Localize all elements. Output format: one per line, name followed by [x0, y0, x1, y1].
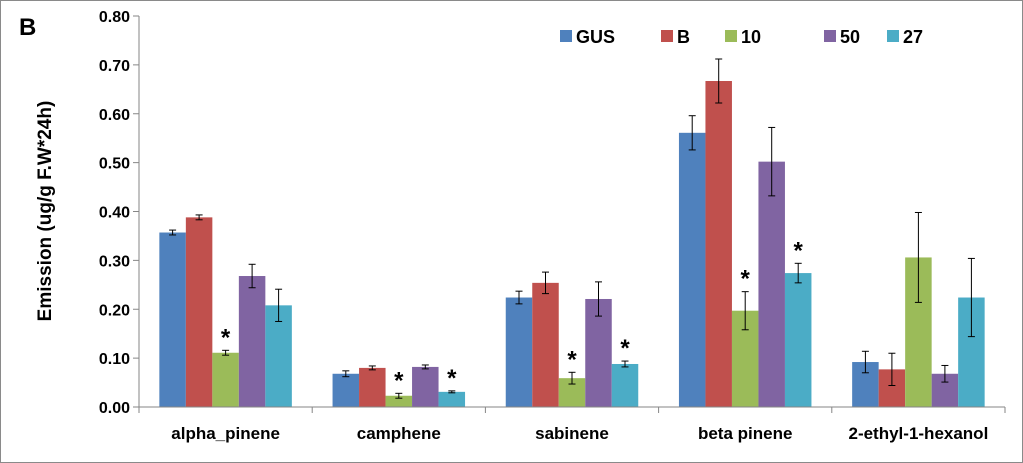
significance-markers: * * * * * * * [221, 237, 804, 394]
y-tick-label: 0.10 [99, 351, 130, 368]
legend-label-50: 50 [840, 27, 860, 47]
legend-swatch-10 [725, 30, 737, 42]
y-tick-label: 0.40 [99, 205, 130, 222]
bar-27-2 [611, 363, 639, 407]
significance-star: * [394, 367, 404, 394]
panel-label: B [19, 14, 36, 41]
bar-GUS-0 [159, 232, 186, 407]
significance-star: * [794, 237, 804, 264]
bar-10-0 [212, 352, 239, 407]
bar-B-3 [705, 81, 732, 407]
bars [159, 81, 985, 407]
y-tick-label: 0.30 [99, 253, 130, 270]
legend-label-10: 10 [741, 27, 761, 47]
legend-swatch-B [661, 30, 673, 42]
y-tick-label: 0.60 [99, 107, 130, 124]
bar-27-0 [265, 305, 292, 407]
axes [138, 16, 1006, 413]
category-label: sabinene [535, 424, 609, 443]
bar-10-1 [385, 395, 413, 407]
category-label: alpha_pinene [171, 424, 280, 443]
legend-swatch-50 [824, 30, 836, 42]
category-labels: alpha_pinene camphene sabinene beta pinene 2… [171, 424, 988, 443]
category-label: 2-ethyl-1-hexanol [848, 424, 988, 443]
y-tick-label: 0.50 [99, 156, 130, 173]
y-tick-label: 0.80 [99, 9, 130, 26]
legend-label-27: 27 [903, 27, 923, 47]
bar-27-1 [438, 391, 466, 407]
significance-star: * [221, 324, 231, 351]
significance-star: * [741, 266, 751, 293]
bar-50-0 [238, 276, 266, 407]
bar-GUS-2 [505, 297, 533, 407]
y-tick-label: 0.20 [99, 302, 130, 319]
bar-B-2 [532, 282, 559, 407]
significance-star: * [447, 365, 457, 392]
bar-GUS-3 [678, 132, 706, 407]
bar-GUS-1 [332, 373, 360, 407]
bar-B-1 [359, 367, 386, 407]
legend-label-B: B [677, 27, 690, 47]
legend-swatch-GUS [560, 30, 572, 42]
y-axis-label: Emission (ug/g F.W*24h) [35, 101, 56, 322]
category-label: beta pinene [698, 424, 792, 443]
y-tick-label: 0.70 [99, 58, 130, 75]
y-tick-label: 0.00 [99, 400, 130, 417]
legend-swatch-27 [887, 30, 899, 42]
y-axis-ticks: 0.00 0.10 0.20 0.30 0.40 0.50 0.60 0.70 0.80 [99, 9, 139, 417]
error-bars [169, 58, 975, 399]
bar-B-0 [185, 217, 213, 407]
legend: GUS B 10 50 27 [560, 27, 923, 47]
significance-star: * [620, 335, 630, 362]
bar-50-3 [758, 161, 785, 407]
category-label: camphene [357, 424, 441, 443]
legend-label-GUS: GUS [576, 27, 615, 47]
bar-27-3 [784, 273, 812, 407]
bar-50-1 [412, 366, 439, 407]
bar-50-2 [585, 298, 612, 407]
significance-star: * [567, 346, 577, 373]
